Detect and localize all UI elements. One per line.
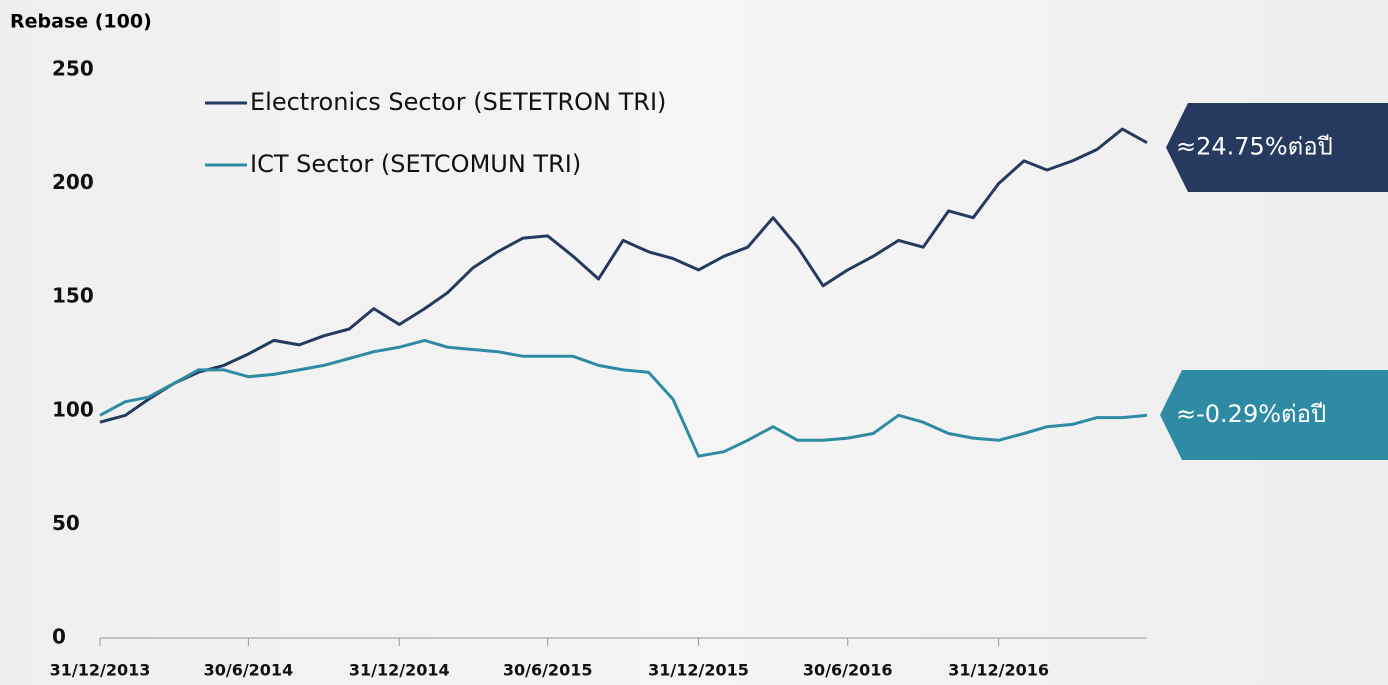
x-tick-label: 30/6/2014 bbox=[204, 661, 294, 680]
annotation-box bbox=[1160, 370, 1388, 460]
y-tick-label: 0 bbox=[52, 625, 66, 649]
x-tick-label: 31/12/2014 bbox=[349, 661, 450, 680]
series-line bbox=[99, 127, 1148, 424]
y-tick-label: 250 bbox=[52, 57, 94, 81]
x-tick-label: 30/6/2016 bbox=[803, 661, 893, 680]
x-tick-label: 31/12/2015 bbox=[648, 661, 749, 680]
x-tick-label: 30/6/2015 bbox=[503, 661, 593, 680]
annotation-text: ≈24.75%ต่อปี bbox=[1176, 133, 1333, 161]
y-tick-label: 50 bbox=[52, 511, 80, 535]
series-line bbox=[99, 338, 1148, 458]
x-tick-label: 31/12/2013 bbox=[50, 661, 151, 680]
y-tick-label: 200 bbox=[52, 170, 94, 194]
y-tick-label: 100 bbox=[52, 397, 94, 421]
annotation-box bbox=[1166, 103, 1388, 192]
y-tick-label: 150 bbox=[52, 284, 94, 308]
x-tick-label: 31/12/2016 bbox=[948, 661, 1049, 680]
legend-label: ICT Sector (SETCOMUN TRI) bbox=[250, 150, 581, 178]
y-axis-label: Rebase (100) bbox=[10, 11, 152, 33]
annotation-text: ≈-0.29%ต่อปี bbox=[1176, 400, 1326, 428]
legend-label: Electronics Sector (SETETRON TRI) bbox=[250, 88, 666, 116]
